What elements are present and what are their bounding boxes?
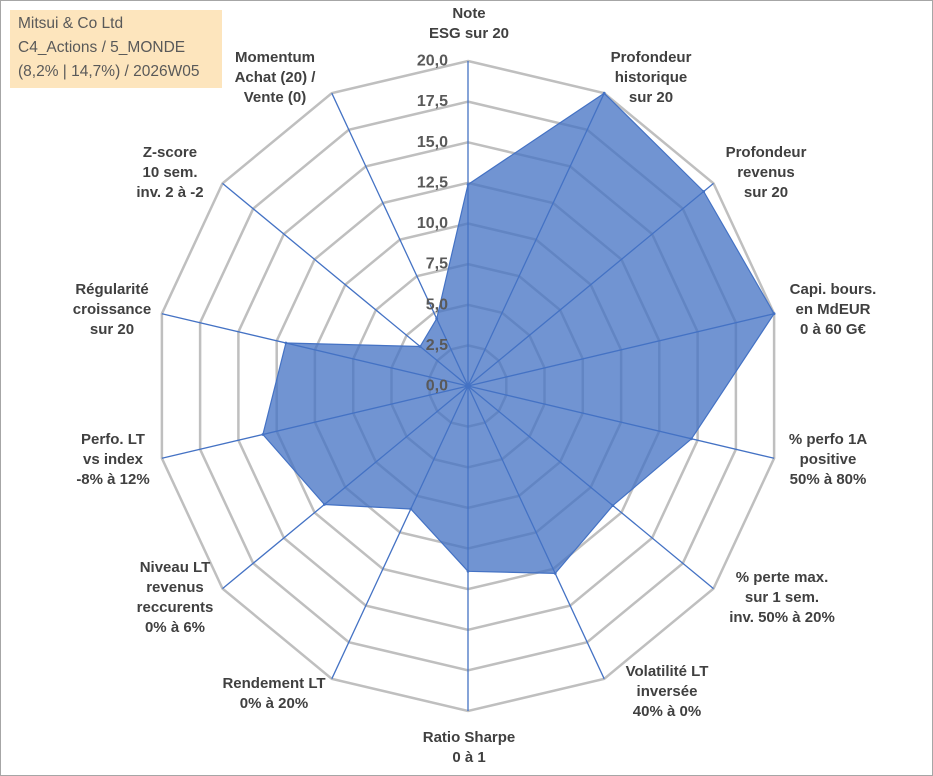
data-point [772,312,776,316]
axis-label-regularite-croissance: Régularité croissance sur 20 [72,281,152,338]
axis-label-ratio-sharpe: Ratio Sharpe 0 à 1 [422,729,516,766]
data-point [323,503,326,506]
data-point [690,437,693,441]
tick-label: 20,0 [417,53,448,70]
data-point [702,190,706,193]
tick-label: 2,5 [426,337,448,354]
data-point [611,504,615,507]
data-point [284,341,288,345]
axis-label-perfo-1a-positive: % perfo 1A positive 50% à 80% [788,431,868,488]
tick-label: 7,5 [426,256,448,273]
data-series [261,91,776,575]
title-line-period: (8,2% | 14,7%) / 2026W05 [18,63,200,80]
axis-label-rendement-lt: Rendement LT 0% à 20% [222,675,326,712]
data-point [418,345,422,348]
title-line-company: Mitsui & Co Ltd [18,15,124,32]
axis-label-profondeur-historique: Profondeur historique sur 20 [610,49,692,106]
data-point [553,572,557,575]
axis-label-perte-max: % perte max. sur 1 sem. inv. 50% à 20% [729,569,835,626]
tick-label: 15,0 [417,134,448,151]
axis-label-z-score: Z-score 10 sem. inv. 2 à -2 [136,144,204,201]
axis-label-capi-bours: Capi. bours. en MdEUR 0 à 60 G€ [789,281,877,338]
axis-label-perfo-lt-vs-index: Perfo. LT vs index -8% à 12% [76,431,150,488]
tick-label: 5,0 [426,296,448,313]
data-point [466,569,470,573]
data-point [466,183,470,186]
data-point [602,91,606,95]
tick-label: 17,5 [417,93,448,110]
tick-label: 10,0 [417,215,448,232]
data-point [261,433,265,436]
axis-label-momentum: Momentum Achat (20) / Vente (0) [234,49,316,106]
title-line-portfolio: C4_Actions / 5_MONDE [18,39,186,56]
data-point [409,507,413,511]
title-box: Mitsui & Co Ltd C4_Actions / 5_MONDE (8,… [10,10,222,88]
axis-label-note-esg: Note ESG sur 20 [428,5,510,42]
axis-label-profondeur-revenus: Profondeur revenus sur 20 [725,144,807,201]
series-area [262,92,775,575]
tick-label: 12,5 [417,174,448,191]
axis-label-niveau-lt-revenus: Niveau LT revenus reccurents 0% à 6% [136,559,214,636]
axis-label-volatilite-lt: Volatilité LT inversée 40% à 0% [625,663,709,720]
tick-labels: 0,0 2,5 5,0 7,5 10,0 12,5 15,0 17,5 20,0 [417,53,448,395]
tick-label: 0,0 [426,378,448,395]
data-point [435,317,439,321]
